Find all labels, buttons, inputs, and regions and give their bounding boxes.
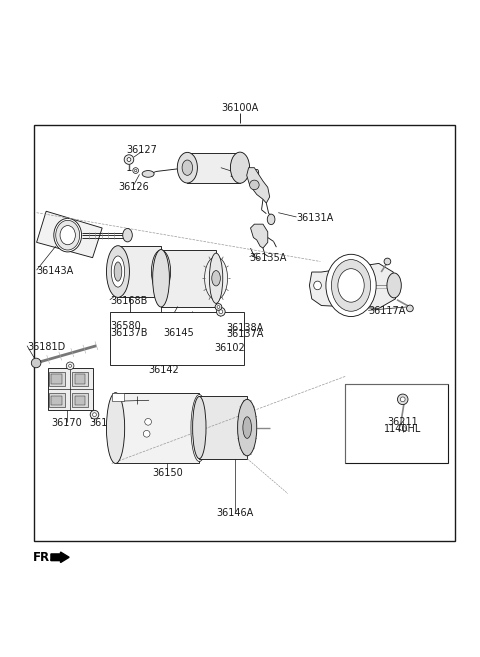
Circle shape — [217, 306, 220, 308]
Ellipse shape — [107, 393, 125, 463]
Bar — [75, 396, 85, 405]
Ellipse shape — [326, 254, 376, 317]
Circle shape — [216, 307, 225, 316]
Circle shape — [31, 358, 41, 368]
Ellipse shape — [338, 269, 364, 302]
Ellipse shape — [134, 170, 137, 171]
Bar — [72, 372, 88, 386]
Ellipse shape — [331, 260, 371, 311]
Text: 36126: 36126 — [119, 182, 149, 193]
Ellipse shape — [204, 257, 228, 300]
Text: 36145: 36145 — [163, 328, 194, 338]
Bar — [48, 368, 93, 410]
Bar — [48, 372, 65, 386]
Text: 36137A: 36137A — [227, 329, 264, 339]
Ellipse shape — [182, 160, 192, 175]
Bar — [34, 125, 456, 541]
Bar — [75, 374, 85, 384]
Circle shape — [66, 362, 74, 370]
Text: 36580: 36580 — [110, 321, 141, 331]
Text: 36142: 36142 — [148, 365, 179, 375]
Ellipse shape — [54, 218, 82, 252]
Ellipse shape — [153, 250, 169, 307]
Text: 36100A: 36100A — [221, 103, 259, 114]
Circle shape — [127, 158, 131, 162]
Bar — [187, 153, 240, 183]
Circle shape — [219, 310, 223, 313]
Text: 1140HL: 1140HL — [384, 424, 421, 434]
Polygon shape — [251, 224, 268, 248]
Bar — [48, 393, 65, 407]
Bar — [345, 384, 448, 463]
Text: 36150: 36150 — [152, 468, 182, 478]
Circle shape — [69, 365, 72, 367]
Text: 36146A: 36146A — [216, 508, 254, 518]
Ellipse shape — [243, 417, 252, 438]
Ellipse shape — [191, 395, 208, 462]
Ellipse shape — [123, 229, 132, 242]
Text: FR.: FR. — [33, 551, 55, 564]
Ellipse shape — [314, 281, 322, 290]
FancyArrow shape — [51, 552, 69, 562]
Text: 36120: 36120 — [229, 169, 260, 179]
Ellipse shape — [267, 214, 275, 225]
Text: 36168B: 36168B — [110, 296, 147, 306]
Bar — [110, 312, 244, 365]
Bar — [116, 393, 199, 463]
Polygon shape — [310, 263, 396, 308]
Text: 36170: 36170 — [51, 419, 82, 428]
Bar — [112, 393, 124, 401]
Circle shape — [384, 258, 391, 265]
Circle shape — [397, 394, 408, 405]
Ellipse shape — [142, 171, 154, 177]
Bar — [72, 393, 88, 407]
Text: 36181D: 36181D — [27, 342, 65, 351]
Circle shape — [124, 155, 134, 164]
Ellipse shape — [107, 246, 130, 298]
Text: 36102: 36102 — [214, 343, 245, 353]
Ellipse shape — [56, 220, 80, 250]
Text: 36117A: 36117A — [368, 306, 406, 316]
Circle shape — [90, 411, 99, 419]
Circle shape — [93, 413, 96, 417]
Ellipse shape — [209, 253, 223, 304]
Ellipse shape — [111, 256, 125, 287]
Circle shape — [250, 180, 259, 190]
Ellipse shape — [192, 396, 206, 459]
Ellipse shape — [114, 262, 122, 281]
Text: 36131A: 36131A — [297, 214, 334, 223]
Circle shape — [215, 304, 222, 310]
Text: 36135A: 36135A — [250, 253, 287, 263]
Text: 36143A: 36143A — [36, 266, 74, 276]
Ellipse shape — [133, 168, 139, 173]
Text: 36151: 36151 — [90, 419, 120, 428]
Ellipse shape — [387, 273, 401, 298]
Text: 36110: 36110 — [340, 286, 371, 296]
Circle shape — [407, 305, 413, 312]
Circle shape — [400, 397, 405, 401]
Ellipse shape — [152, 250, 170, 293]
Bar — [51, 396, 62, 405]
Text: 36127: 36127 — [126, 145, 157, 155]
Ellipse shape — [60, 225, 75, 245]
Polygon shape — [36, 212, 102, 258]
Ellipse shape — [212, 271, 220, 286]
Bar — [118, 246, 161, 298]
Ellipse shape — [238, 399, 257, 456]
Bar — [199, 396, 247, 459]
Text: 36211: 36211 — [387, 417, 418, 427]
Bar — [51, 374, 62, 384]
Text: 36137B: 36137B — [110, 328, 147, 338]
Polygon shape — [247, 168, 270, 203]
Circle shape — [145, 419, 152, 425]
Text: 36138A: 36138A — [227, 323, 264, 332]
Bar — [161, 250, 216, 307]
Ellipse shape — [177, 152, 197, 183]
Ellipse shape — [230, 152, 250, 183]
Circle shape — [144, 430, 150, 437]
